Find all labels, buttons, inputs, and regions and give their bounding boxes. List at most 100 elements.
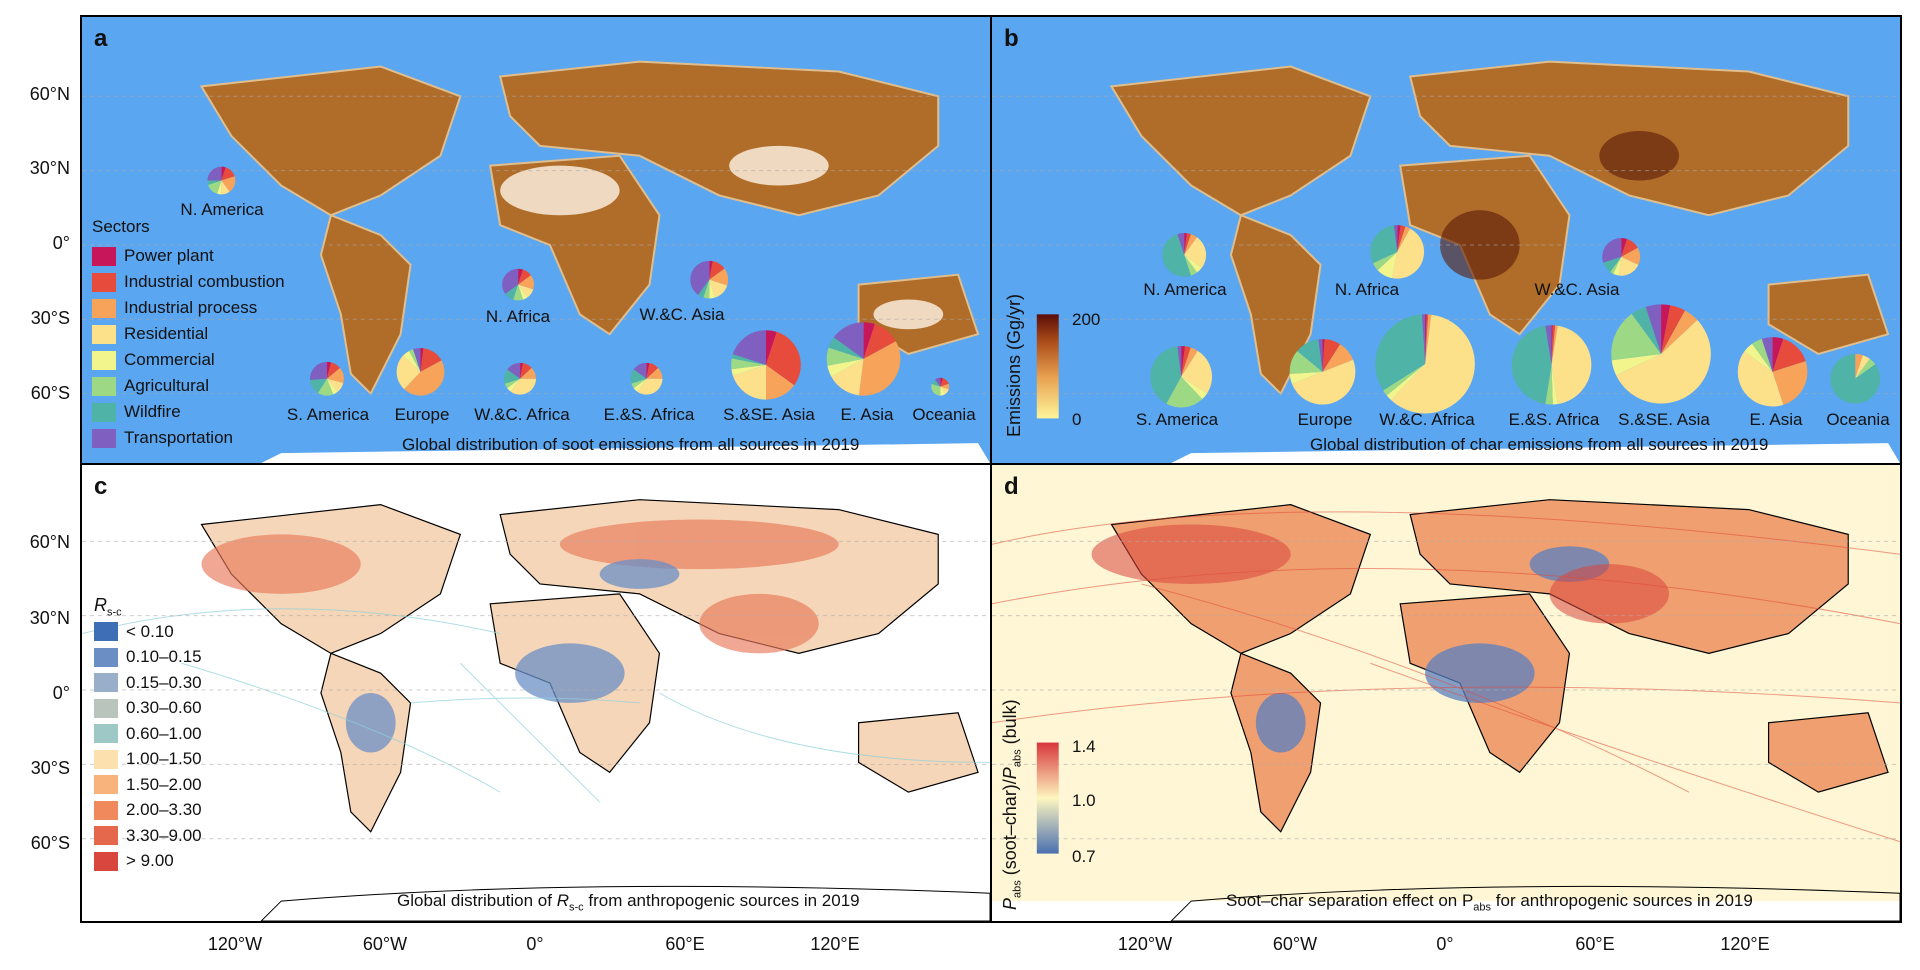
pie-slice bbox=[690, 260, 710, 295]
pie-slice bbox=[1392, 228, 1425, 279]
pie-slice bbox=[931, 379, 941, 387]
emission-colorbar bbox=[1036, 314, 1059, 419]
pie-slice bbox=[507, 362, 521, 379]
pie-label: W.&C. Asia bbox=[1534, 280, 1620, 299]
lat-label: 60°S bbox=[30, 383, 70, 403]
pie-slice bbox=[940, 386, 946, 396]
pie-label: W.&C. Asia bbox=[639, 305, 725, 324]
lat-label: 30°N bbox=[29, 158, 70, 178]
pie-slice bbox=[1425, 314, 1427, 364]
pie-slice bbox=[520, 367, 536, 379]
pie-slice bbox=[510, 378, 536, 395]
panel-b-caption: Global distribution of char emissions fr… bbox=[1310, 435, 1769, 454]
panel-a-soot-map: a Sectors Power plant Industrial combusti… bbox=[80, 15, 992, 465]
pie-slice bbox=[765, 330, 777, 365]
pie-slice bbox=[404, 360, 445, 396]
pie-slice bbox=[940, 386, 949, 394]
pabs-tick-high: 1.4 bbox=[1072, 737, 1096, 756]
legend-label: > 9.00 bbox=[126, 851, 174, 871]
legend-label: Transportation bbox=[124, 428, 233, 447]
sector-legend: Sectors Power plant Industrial combustion… bbox=[92, 217, 285, 451]
pie-slice bbox=[1772, 338, 1806, 372]
pie-slice bbox=[1372, 251, 1398, 271]
sector-legend-title: Sectors bbox=[92, 217, 150, 236]
legend-swatch bbox=[92, 376, 116, 396]
lon-label: 120°E bbox=[810, 934, 860, 954]
pie-slice bbox=[1370, 225, 1398, 264]
pie-slice bbox=[1511, 325, 1552, 405]
legend-swatch bbox=[94, 800, 118, 820]
legend-label: 0.30–0.60 bbox=[126, 698, 202, 718]
rsc-legend-item: < 0.10 bbox=[94, 619, 202, 645]
legend-swatch bbox=[94, 775, 118, 795]
rsc-legend: Rs-c < 0.10 0.10–0.15 0.15–0.30 0.30–0.60 0.… bbox=[94, 595, 202, 874]
pie-slice bbox=[317, 378, 334, 396]
pie-slice bbox=[863, 324, 896, 359]
legend-label: Commercial bbox=[124, 350, 215, 369]
sector-legend-item: Agricultural bbox=[92, 373, 285, 399]
pie-slice bbox=[709, 260, 713, 280]
pie-slice bbox=[637, 378, 663, 395]
pie-label: W.&C. Africa bbox=[1379, 410, 1475, 429]
legend-label: Industrial combustion bbox=[124, 272, 285, 291]
pie-slice bbox=[1181, 346, 1191, 377]
pie-slice bbox=[326, 368, 344, 383]
pie-slice bbox=[1181, 376, 1208, 400]
pie-slice bbox=[326, 378, 338, 395]
pie-slice bbox=[827, 358, 864, 377]
legend-swatch bbox=[94, 826, 118, 846]
lon-label: 120°W bbox=[1117, 934, 1173, 954]
pie-slice bbox=[513, 284, 524, 301]
legend-label: Agricultural bbox=[124, 376, 210, 395]
legend-label: Industrial process bbox=[124, 298, 258, 317]
pie-slice bbox=[221, 167, 235, 181]
pie-slice bbox=[396, 355, 421, 390]
pie-slice bbox=[1602, 238, 1622, 263]
pie-slice bbox=[765, 331, 801, 386]
pie-slice bbox=[1551, 325, 1556, 365]
lon-label: 60°E bbox=[665, 934, 705, 954]
pie-slice bbox=[931, 383, 941, 396]
pie-slice bbox=[520, 363, 532, 379]
pie-slice bbox=[1162, 234, 1191, 277]
lat-label: 30°S bbox=[30, 758, 70, 778]
sector-legend-item: Wildfire bbox=[92, 399, 285, 425]
lon-label: 60°W bbox=[362, 934, 408, 954]
pie-label: W.&C. Africa bbox=[474, 405, 570, 424]
soot-emission-map bbox=[82, 17, 990, 463]
legend-swatch bbox=[92, 402, 116, 422]
rsc-legend-item: 3.30–9.00 bbox=[94, 823, 202, 849]
pie-label: S. America bbox=[286, 405, 370, 424]
legend-label: Wildfire bbox=[124, 402, 181, 421]
pie-slice bbox=[1150, 346, 1182, 404]
legend-label: < 0.10 bbox=[126, 621, 174, 641]
pie-slice bbox=[1610, 256, 1622, 274]
pie-slice bbox=[1289, 350, 1323, 374]
pie-slice bbox=[413, 348, 421, 372]
pie-label: E. Asia bbox=[1749, 410, 1803, 429]
pie-slice bbox=[1631, 306, 1662, 354]
pie-slice bbox=[1184, 234, 1198, 255]
pie-slice bbox=[1421, 314, 1426, 364]
pie-slice bbox=[1855, 358, 1876, 379]
pie-slice bbox=[326, 361, 332, 379]
panel-d-pabs-map: d Pabs (soot–char)/Pabs (bulk) 1.4 1.0 0… bbox=[990, 463, 1902, 923]
pie-slice bbox=[1181, 346, 1186, 377]
pie-slice bbox=[326, 362, 340, 379]
pie-label: Europe bbox=[394, 405, 450, 424]
pie-slice bbox=[703, 279, 710, 299]
legend-swatch bbox=[92, 298, 116, 318]
pie-slice bbox=[1551, 364, 1558, 405]
pie-label: N. America bbox=[180, 200, 264, 219]
pie-slice bbox=[1611, 353, 1662, 376]
colorbar-min: 0 bbox=[1072, 410, 1082, 429]
pie-slice bbox=[940, 378, 949, 387]
pie-slice bbox=[630, 369, 647, 384]
pie-slice bbox=[1184, 254, 1198, 276]
lat-label: 0° bbox=[52, 233, 70, 253]
pie-slice bbox=[709, 268, 729, 286]
pie-slice bbox=[731, 364, 766, 376]
pie-slice bbox=[207, 180, 222, 185]
pie-slice bbox=[633, 378, 647, 392]
pie-slice bbox=[731, 354, 766, 365]
